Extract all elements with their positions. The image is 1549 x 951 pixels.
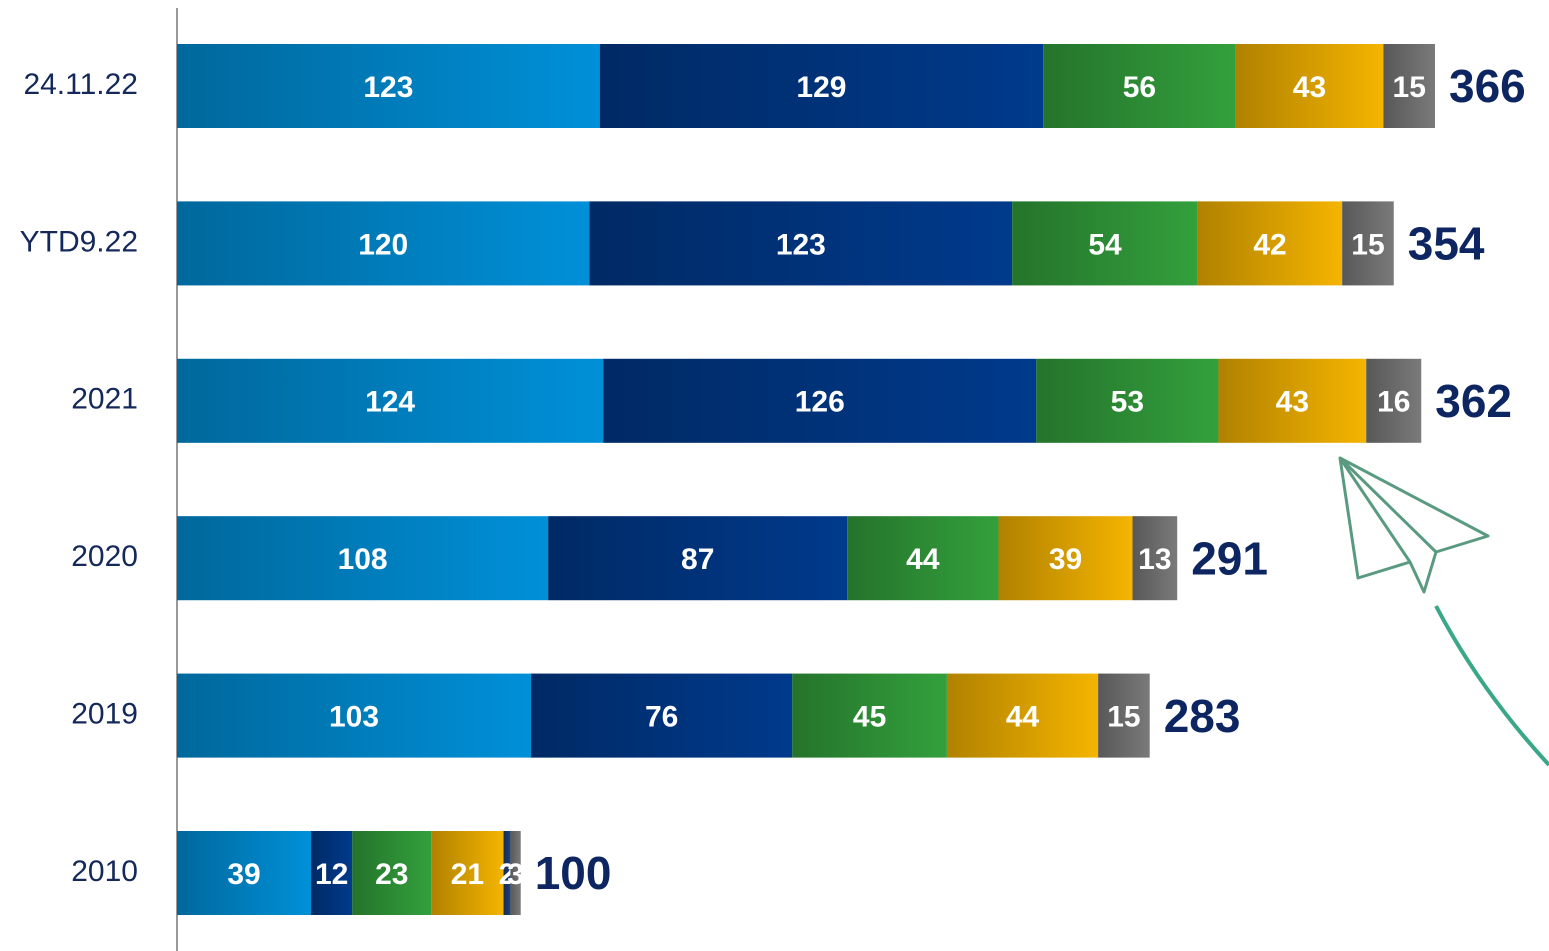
segment-shade bbox=[352, 831, 432, 915]
category-label: 2021 bbox=[71, 383, 138, 416]
segment-shade bbox=[1235, 44, 1384, 128]
segment-label: 15 bbox=[1107, 701, 1140, 734]
segment-label: 45 bbox=[853, 701, 886, 734]
category-label: 2020 bbox=[71, 540, 138, 573]
segment-shade bbox=[1043, 44, 1236, 128]
segment-shade bbox=[603, 358, 1037, 443]
segment-label: 16 bbox=[1377, 386, 1410, 419]
category-label: 2019 bbox=[71, 698, 138, 731]
segment-shade bbox=[1197, 201, 1343, 286]
paper-plane bbox=[1338, 456, 1490, 594]
segment-shade bbox=[589, 201, 1013, 286]
total-label: 291 bbox=[1191, 532, 1268, 584]
segment-label: 15 bbox=[1393, 71, 1426, 104]
segment-label: 39 bbox=[227, 858, 260, 891]
total-label: 366 bbox=[1449, 60, 1526, 112]
segment-label: 15 bbox=[1351, 228, 1384, 261]
segment-shade bbox=[998, 516, 1133, 601]
segment-label: 44 bbox=[906, 543, 940, 576]
segment-label: 23 bbox=[375, 858, 408, 891]
segment-shade bbox=[177, 673, 532, 758]
arrow-curve bbox=[1434, 605, 1549, 767]
total-label: 283 bbox=[1164, 690, 1241, 742]
total-label: 100 bbox=[535, 847, 612, 899]
segment-label: 126 bbox=[795, 386, 845, 419]
segment-label: 12 bbox=[315, 858, 348, 891]
segment-label: 123 bbox=[776, 228, 826, 261]
segment-shade bbox=[177, 831, 312, 915]
segment-shade bbox=[1098, 673, 1150, 758]
segment-shade bbox=[531, 673, 793, 758]
segment-label: 123 bbox=[363, 71, 413, 104]
segment-label: 124 bbox=[365, 386, 415, 419]
segment-label: 21 bbox=[451, 858, 484, 891]
segment-label: 43 bbox=[1276, 386, 1309, 419]
segment-label: 56 bbox=[1123, 71, 1156, 104]
segment-label: 13 bbox=[1138, 543, 1171, 576]
segment-shade bbox=[431, 831, 504, 915]
segment-shade bbox=[847, 516, 999, 601]
segment-label: 42 bbox=[1253, 228, 1286, 261]
segment-label: 3 bbox=[507, 858, 524, 891]
segment-label: 54 bbox=[1088, 228, 1122, 261]
category-label: 2010 bbox=[71, 855, 138, 888]
segment-shade bbox=[1132, 516, 1178, 601]
segment-label: 120 bbox=[358, 228, 408, 261]
segment-label: 43 bbox=[1293, 71, 1326, 104]
segment-shade bbox=[1366, 358, 1422, 443]
segment-shade bbox=[599, 44, 1044, 128]
segment-label: 39 bbox=[1049, 543, 1082, 576]
segment-label: 108 bbox=[338, 543, 388, 576]
total-label: 354 bbox=[1408, 218, 1485, 270]
segment-shade bbox=[792, 673, 947, 758]
segment-label: 44 bbox=[1006, 701, 1040, 734]
segment-label: 103 bbox=[329, 701, 379, 734]
segment-shade bbox=[177, 358, 604, 443]
category-label: 24.11.22 bbox=[23, 68, 138, 101]
segment-label: 87 bbox=[681, 543, 714, 576]
segment-shade bbox=[177, 44, 600, 128]
segment-shade bbox=[946, 673, 1099, 758]
segment-shade bbox=[1342, 201, 1394, 286]
segment-shade bbox=[548, 516, 848, 601]
segment-shade bbox=[1218, 358, 1367, 443]
segment-shade bbox=[311, 831, 353, 915]
category-label: YTD9.22 bbox=[20, 225, 138, 258]
total-label: 362 bbox=[1435, 375, 1512, 427]
segment-shade bbox=[510, 831, 521, 915]
segment-label: 53 bbox=[1111, 386, 1144, 419]
segment-shade bbox=[503, 831, 511, 915]
segment-label: 129 bbox=[796, 71, 846, 104]
segment-shade bbox=[177, 201, 590, 286]
segment-shade bbox=[1383, 44, 1435, 128]
segment-label: 76 bbox=[645, 701, 678, 734]
segment-shade bbox=[177, 516, 549, 601]
segment-shade bbox=[1012, 201, 1198, 286]
segment-shade bbox=[1036, 358, 1219, 443]
